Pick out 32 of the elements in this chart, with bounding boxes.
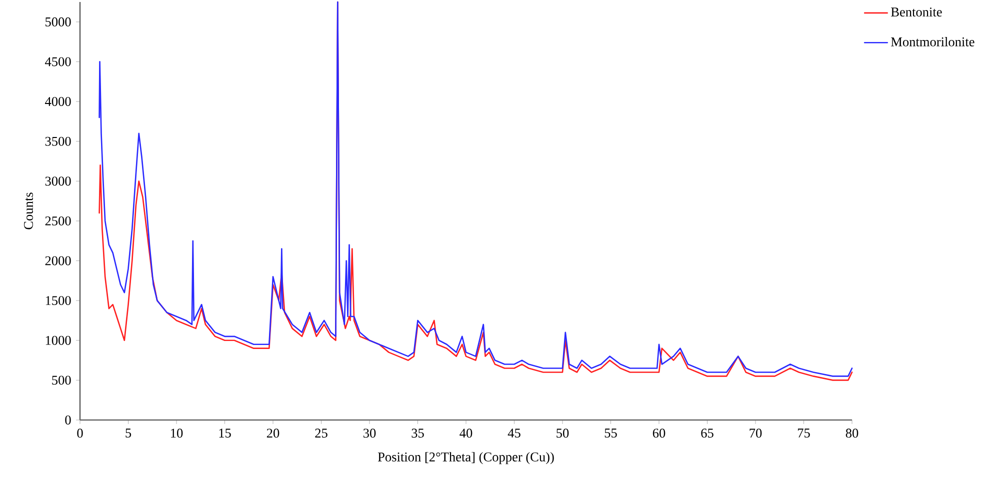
y-tick-label: 2000 bbox=[45, 256, 71, 266]
x-tick-label: 45 bbox=[508, 428, 520, 438]
y-tick-label: 500 bbox=[52, 376, 71, 385]
y-tick-label: 3500 bbox=[45, 136, 71, 146]
x-tick-label: 40 bbox=[460, 428, 472, 438]
x-tick-label: 70 bbox=[750, 428, 762, 438]
x-tick-label: 50 bbox=[556, 428, 569, 438]
x-tick-label: 0 bbox=[77, 428, 83, 438]
legend-label: Montmorilonite bbox=[891, 36, 974, 46]
y-tick-label: 4500 bbox=[45, 57, 71, 66]
y-tick-label: 1500 bbox=[46, 296, 71, 306]
y-tick-label: 0 bbox=[65, 416, 71, 424]
x-tick-label: 25 bbox=[315, 428, 328, 438]
x-tick-label: 30 bbox=[364, 428, 376, 438]
x-tick-label: 55 bbox=[604, 428, 617, 438]
y-tick-label: 4000 bbox=[45, 97, 71, 106]
legend-label: Bentonite bbox=[891, 8, 942, 16]
y-tick-label: 5000 bbox=[46, 17, 71, 26]
x-tick-label: 60 bbox=[652, 428, 666, 438]
y-tick-label: 1000 bbox=[46, 336, 71, 345]
x-tick-label: 15 bbox=[219, 428, 231, 438]
y-tick-label: 3000 bbox=[45, 176, 71, 186]
x-tick-label: 75 bbox=[798, 428, 810, 438]
x-axis-title: Position [2°Theta] (Copper (Cu)) bbox=[378, 452, 554, 464]
y-axis-title: Counts bbox=[24, 192, 33, 230]
x-tick-label: 65 bbox=[701, 428, 714, 438]
x-tick-label: 35 bbox=[412, 428, 424, 438]
y-tick-label: 2500 bbox=[45, 216, 71, 226]
x-tick-label: 5 bbox=[126, 428, 132, 438]
x-tick-label: 80 bbox=[846, 428, 858, 438]
x-tick-label: 20 bbox=[266, 428, 280, 438]
x-tick-label: 10 bbox=[171, 428, 183, 438]
